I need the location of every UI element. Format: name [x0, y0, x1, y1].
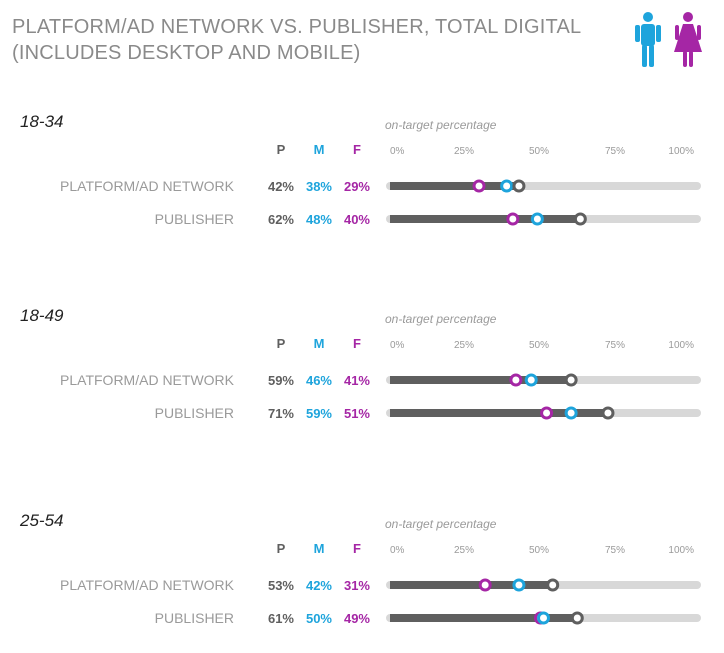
row-label: PUBLISHER — [155, 610, 234, 626]
value-label-m: 59% — [306, 406, 332, 421]
tick-label: 25% — [454, 340, 474, 351]
column-header-p: P — [277, 541, 286, 556]
tick-label: 50% — [529, 545, 549, 556]
marker-m — [500, 179, 514, 193]
column-header-m: M — [314, 142, 325, 157]
value-label-f: 31% — [344, 578, 370, 593]
tick-label: 50% — [529, 340, 549, 351]
tick-label: 0% — [390, 545, 405, 556]
value-label-p: 53% — [268, 578, 294, 593]
marker-p — [601, 406, 615, 420]
column-header-m: M — [314, 336, 325, 351]
marker-p — [546, 578, 560, 592]
row-label: PLATFORM/AD NETWORK — [60, 372, 235, 388]
value-label-p: 42% — [268, 179, 294, 194]
tick-label: 25% — [454, 146, 474, 157]
chart-title-line-1: PLATFORM/AD NETWORK VS. PUBLISHER, TOTAL… — [12, 16, 582, 38]
tick-label: 100% — [668, 545, 694, 556]
column-header-m: M — [314, 541, 325, 556]
marker-p — [564, 373, 578, 387]
female-person-icon — [674, 12, 702, 67]
marker-f — [540, 406, 554, 420]
male-person-icon — [635, 12, 661, 67]
tick-label: 25% — [454, 545, 474, 556]
marker-p — [512, 179, 526, 193]
axis-caption: on-target percentage — [385, 517, 497, 531]
column-header-f: F — [353, 142, 361, 157]
marker-f — [506, 212, 520, 226]
marker-m — [530, 212, 544, 226]
chart-title-line-2: (INCLUDES DESKTOP AND MOBILE) — [12, 42, 361, 64]
column-header-p: P — [277, 142, 286, 157]
value-label-f: 40% — [344, 212, 370, 227]
row-label: PUBLISHER — [155, 211, 234, 227]
tick-label: 50% — [529, 146, 549, 157]
gender-icons — [635, 12, 702, 67]
tick-label: 75% — [605, 146, 625, 157]
value-label-f: 51% — [344, 406, 370, 421]
value-label-m: 46% — [306, 373, 332, 388]
value-label-p: 71% — [268, 406, 294, 421]
tick-label: 0% — [390, 340, 405, 351]
marker-p — [573, 212, 587, 226]
chart-title: PLATFORM/AD NETWORK VS. PUBLISHER, TOTAL… — [12, 14, 612, 66]
tick-label: 0% — [390, 146, 405, 157]
marker-f — [478, 578, 492, 592]
row-label: PLATFORM/AD NETWORK — [60, 577, 235, 593]
column-header-f: F — [353, 541, 361, 556]
age-group-label: 25-54 — [19, 511, 63, 530]
axis-caption: on-target percentage — [385, 118, 497, 132]
axis-caption: on-target percentage — [385, 312, 497, 326]
row-label: PUBLISHER — [155, 405, 234, 421]
marker-m — [512, 578, 526, 592]
value-label-m: 42% — [306, 578, 332, 593]
marker-m — [537, 611, 550, 625]
marker-f — [509, 373, 523, 387]
marker-f — [472, 179, 486, 193]
value-label-m: 48% — [306, 212, 332, 227]
tick-label: 75% — [605, 340, 625, 351]
row-label: PLATFORM/AD NETWORK — [60, 178, 235, 194]
tick-label: 100% — [668, 146, 694, 157]
marker-m — [564, 406, 578, 420]
value-label-m: 50% — [306, 611, 332, 626]
age-group-label: 18-49 — [20, 306, 64, 325]
value-label-f: 49% — [344, 611, 370, 626]
value-label-m: 38% — [306, 179, 332, 194]
marker-m — [524, 373, 538, 387]
tick-label: 75% — [605, 545, 625, 556]
tick-label: 100% — [668, 340, 694, 351]
value-label-p: 62% — [268, 212, 294, 227]
value-label-f: 29% — [344, 179, 370, 194]
marker-p — [570, 611, 584, 625]
column-header-f: F — [353, 336, 361, 351]
age-group-label: 18-34 — [20, 112, 63, 131]
value-label-p: 59% — [268, 373, 294, 388]
value-label-p: 61% — [268, 611, 294, 626]
value-label-f: 41% — [344, 373, 370, 388]
column-header-p: P — [277, 336, 286, 351]
